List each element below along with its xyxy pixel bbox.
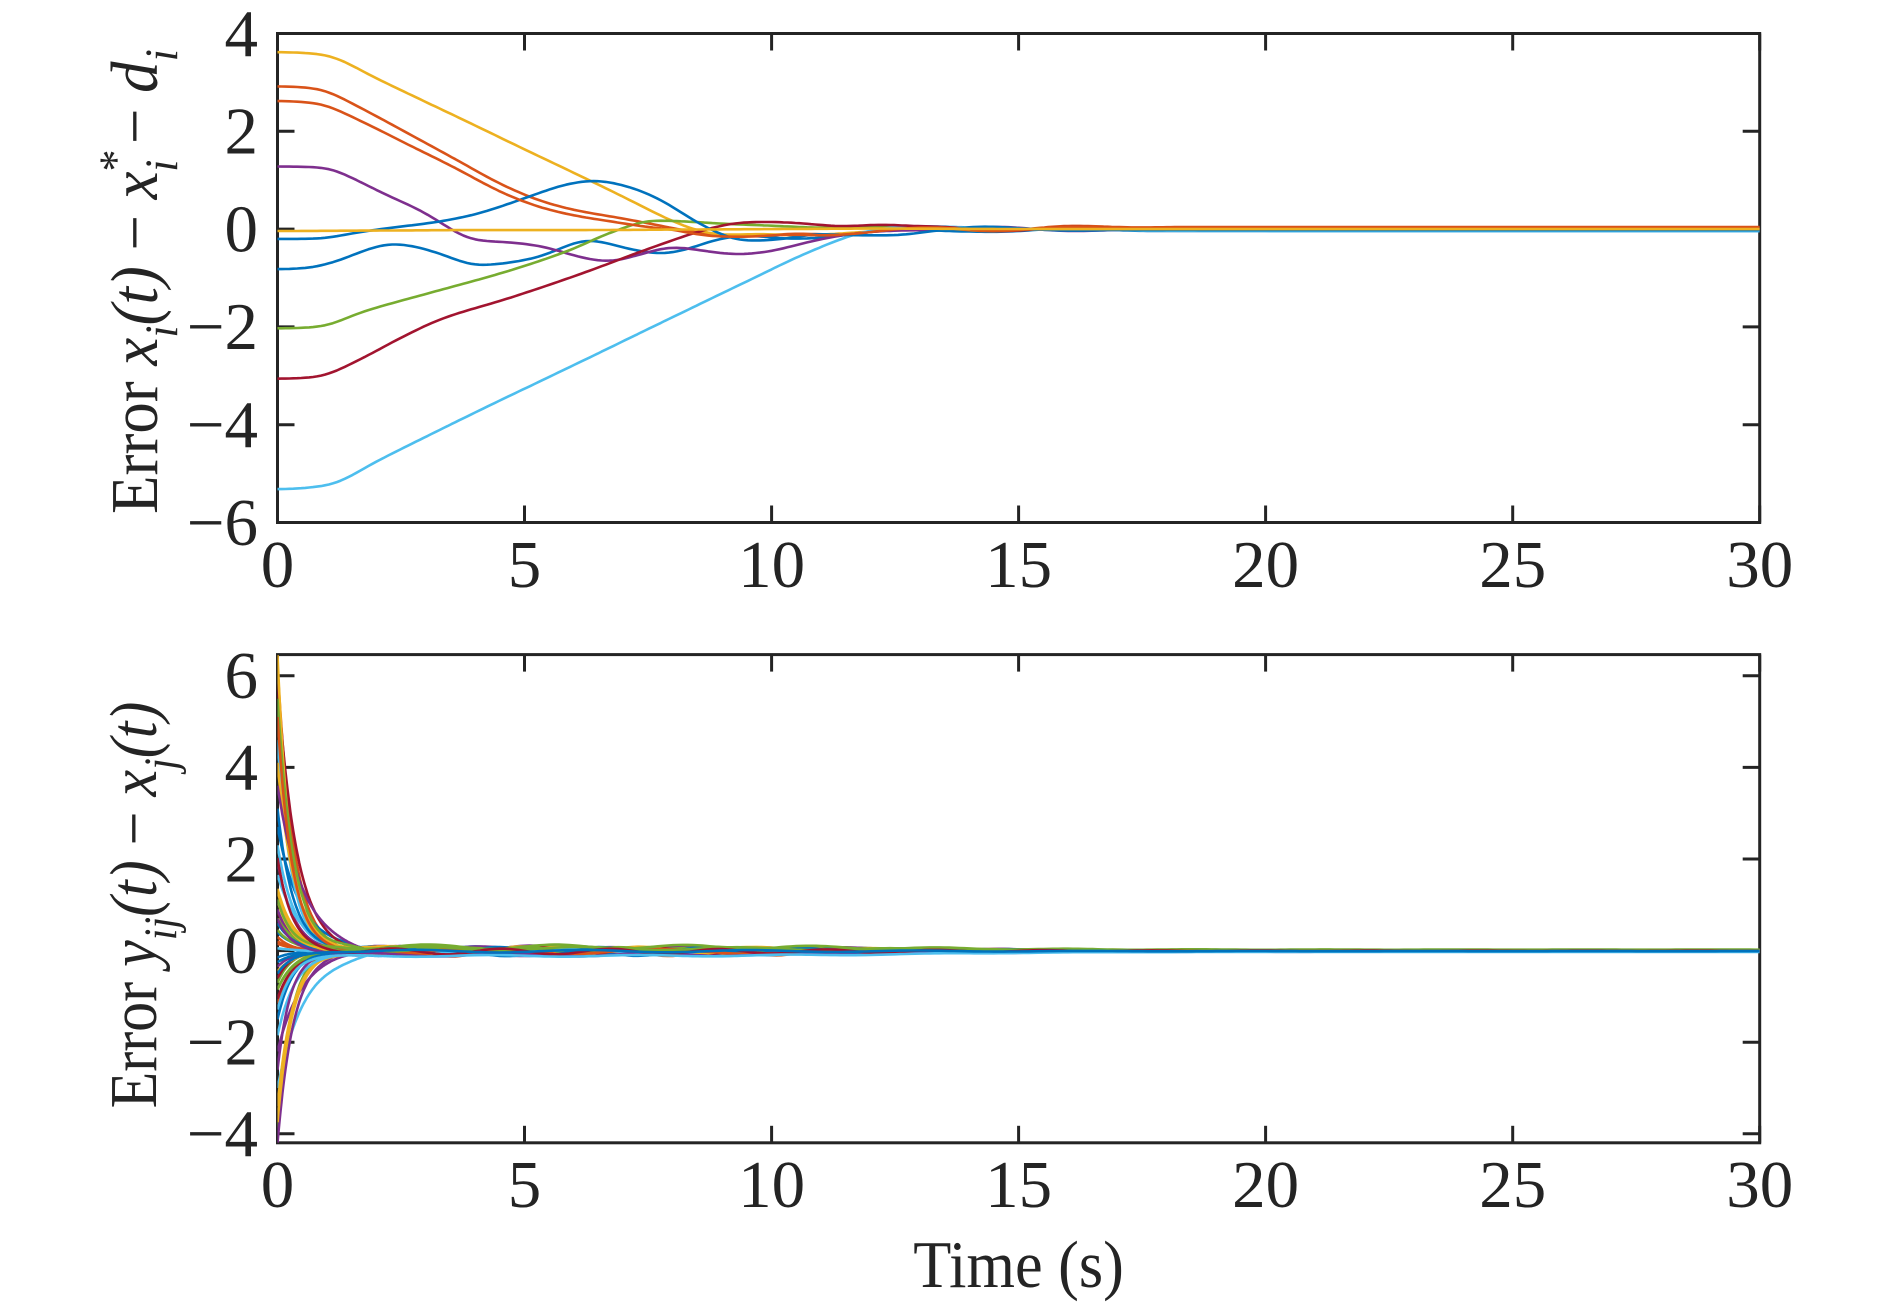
svg-text:−4: −4 — [187, 1097, 258, 1171]
svg-text:5: 5 — [508, 1148, 542, 1222]
svg-text:−4: −4 — [187, 388, 258, 462]
svg-text:2: 2 — [225, 95, 259, 169]
svg-text:Time (s): Time (s) — [913, 1227, 1124, 1302]
svg-text:0: 0 — [261, 528, 295, 602]
svg-text:−2: −2 — [187, 1006, 258, 1080]
svg-text:10: 10 — [738, 1148, 805, 1222]
svg-text:5: 5 — [508, 528, 542, 602]
svg-text:25: 25 — [1479, 528, 1546, 602]
svg-text:−2: −2 — [187, 290, 258, 364]
svg-text:0: 0 — [225, 914, 259, 988]
svg-text:25: 25 — [1479, 1148, 1546, 1222]
svg-text:4: 4 — [225, 731, 259, 805]
svg-text:30: 30 — [1726, 1148, 1793, 1222]
svg-text:Error yij(t) − xj(t): Error yij(t) − xj(t) — [96, 702, 187, 1109]
svg-text:20: 20 — [1232, 1148, 1299, 1222]
svg-text:15: 15 — [985, 528, 1052, 602]
svg-text:6: 6 — [225, 639, 259, 713]
svg-text:2: 2 — [225, 822, 259, 896]
svg-text:4: 4 — [225, 0, 259, 71]
svg-text:20: 20 — [1232, 528, 1299, 602]
svg-text:15: 15 — [985, 1148, 1052, 1222]
svg-text:Error xi(t) − x*i − di: Error xi(t) − x*i − di — [89, 49, 188, 514]
svg-text:0: 0 — [261, 1148, 295, 1222]
svg-text:10: 10 — [738, 528, 805, 602]
svg-text:0: 0 — [225, 192, 259, 266]
svg-text:30: 30 — [1726, 528, 1793, 602]
svg-text:−6: −6 — [187, 486, 258, 560]
